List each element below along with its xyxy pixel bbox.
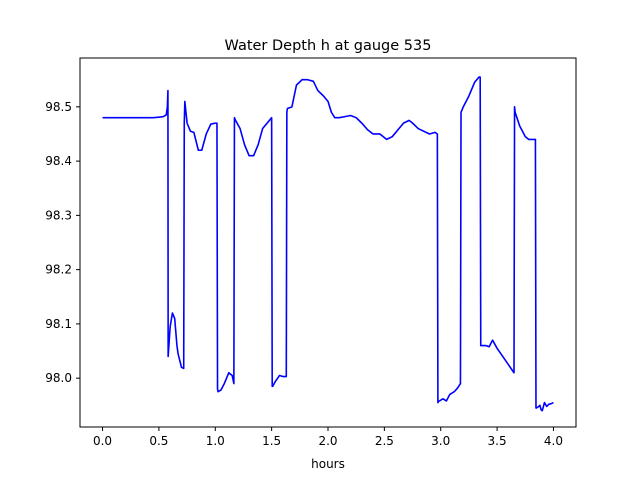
x-tick-label: 2.5 [375, 434, 394, 448]
x-tick-label: 1.5 [262, 434, 281, 448]
x-axis-ticks: 0.0 0.5 1.0 1.5 2.0 2.5 3.0 3.5 4.0 [93, 427, 563, 448]
y-tick-label: 98.3 [45, 208, 72, 222]
x-tick-label: 3.5 [488, 434, 507, 448]
x-axis-label: hours [311, 457, 345, 471]
line-layer [102, 76, 554, 412]
x-tick-label: 0.0 [93, 434, 112, 448]
y-axis-ticks: 98.0 98.1 98.2 98.3 98.4 98.5 [45, 100, 80, 385]
plot-area [102, 76, 554, 412]
x-tick-label: 4.0 [544, 434, 563, 448]
y-tick-label: 98.2 [45, 263, 72, 277]
x-tick-label: 0.5 [149, 434, 168, 448]
chart-title: Water Depth h at gauge 535 [225, 38, 432, 54]
y-tick-label: 98.0 [45, 371, 72, 385]
y-tick-label: 98.4 [45, 154, 72, 168]
x-tick-label: 2.0 [318, 434, 337, 448]
y-tick-label: 98.5 [45, 100, 72, 114]
x-tick-label: 3.0 [431, 434, 450, 448]
y-tick-label: 98.1 [45, 317, 72, 331]
series-line-0 [102, 76, 554, 412]
x-tick-label: 1.0 [206, 434, 225, 448]
